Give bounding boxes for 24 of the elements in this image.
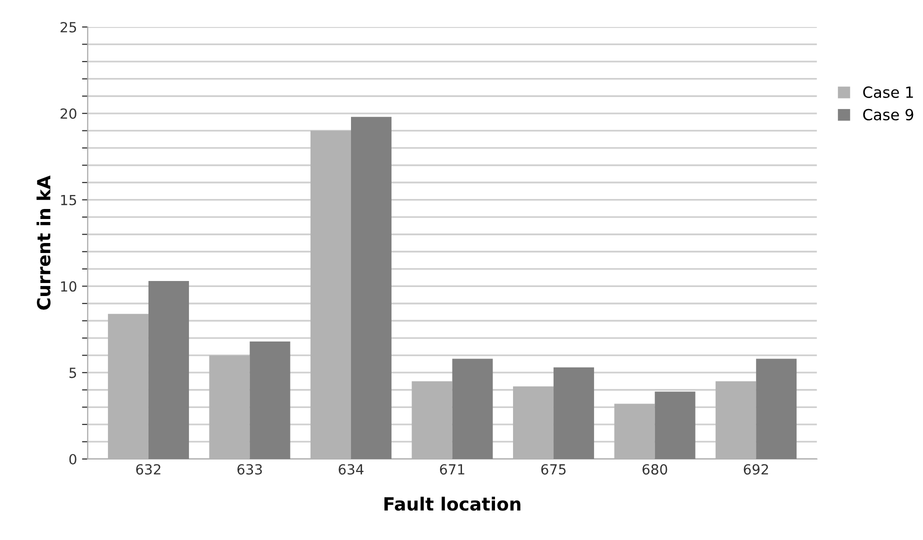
bar	[250, 341, 290, 459]
x-axis-title: Fault location	[384, 496, 520, 511]
x-tick-label: 634	[338, 464, 364, 475]
y-tick-label: 25	[60, 22, 76, 32]
y-tick-label: 0	[69, 454, 76, 464]
y-axis-title: Current in kA	[36, 175, 51, 310]
x-tick-label: 675	[541, 464, 566, 475]
legend-label: Case 1	[863, 86, 913, 98]
bar	[756, 358, 797, 459]
bar	[654, 392, 696, 459]
x-tick-label: 632	[136, 464, 160, 475]
bar	[148, 281, 189, 459]
bar	[452, 358, 493, 459]
bar	[554, 367, 594, 459]
x-tick-label: 692	[744, 464, 768, 475]
x-tick-label: 633	[237, 464, 262, 475]
bar	[350, 116, 392, 459]
x-tick-label: 671	[440, 464, 464, 475]
y-tick-label: 15	[61, 194, 76, 206]
y-tick-label: 5	[70, 368, 76, 378]
y-tick-label: 20	[60, 108, 76, 119]
y-tick-label: 10	[61, 281, 76, 292]
legend-label: Case 9	[863, 108, 914, 120]
x-tick-label: 680	[642, 464, 668, 475]
